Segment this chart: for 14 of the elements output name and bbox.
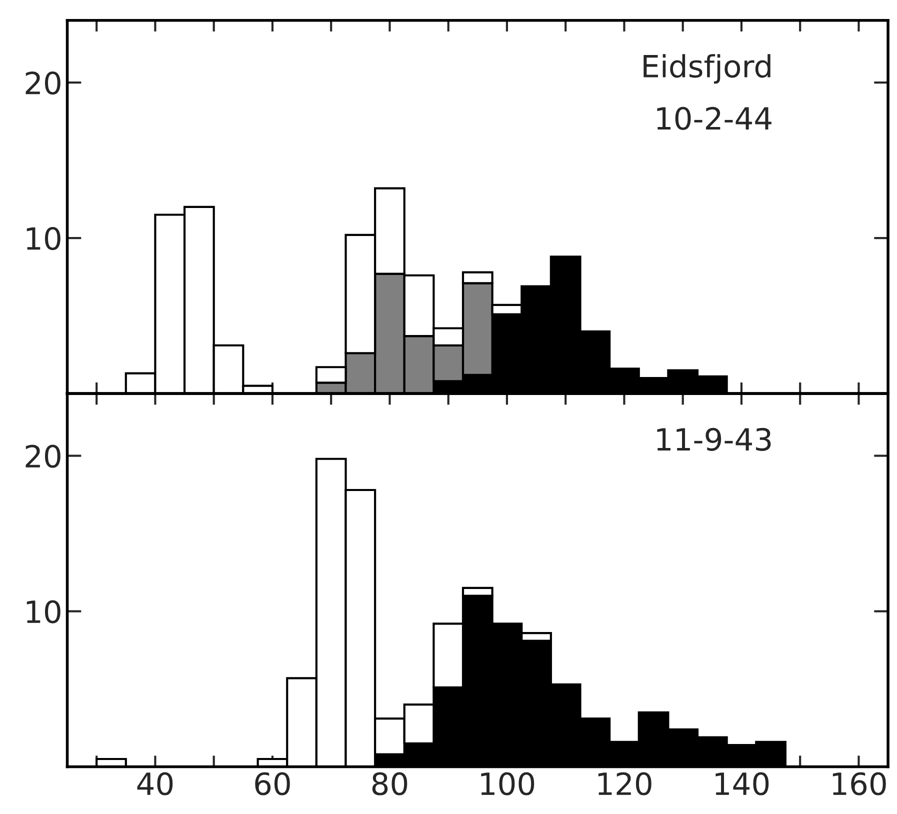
x-tick-label: 160 bbox=[832, 772, 886, 796]
x-tick-label: 40 bbox=[137, 772, 173, 796]
annotation: 11-9-43 bbox=[657, 428, 771, 451]
y-tick-label: 10 bbox=[26, 600, 60, 624]
x-tick-label: 140 bbox=[716, 772, 769, 796]
y-tick-label: 10 bbox=[26, 226, 60, 250]
y-tick-label: 20 bbox=[26, 71, 60, 95]
x-tick-label: 120 bbox=[598, 772, 652, 796]
x-tick-label: 100 bbox=[481, 772, 534, 796]
y-tick-label: 20 bbox=[26, 444, 60, 468]
annotation: 10-2-44 bbox=[657, 106, 772, 130]
x-tick-label: 80 bbox=[372, 772, 408, 796]
x-tick-label: 60 bbox=[255, 772, 290, 796]
annotation: Eidsfjord bbox=[644, 54, 770, 84]
